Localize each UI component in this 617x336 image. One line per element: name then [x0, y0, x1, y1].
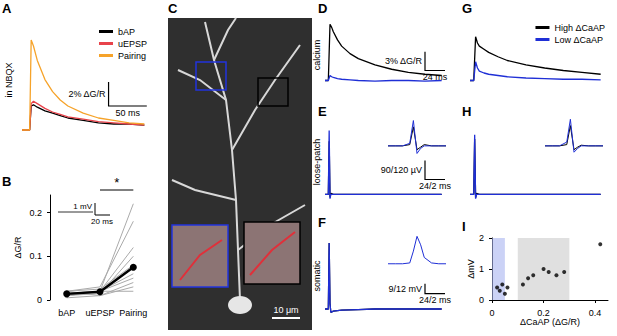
- svg-text:2% ΔG/R: 2% ΔG/R: [69, 89, 107, 99]
- svg-text:3% ΔG/R: 3% ΔG/R: [385, 56, 423, 66]
- svg-text:High ΔCaAP: High ΔCaAP: [554, 23, 605, 33]
- svg-text:bAP: bAP: [58, 308, 75, 318]
- svg-text:1: 1: [479, 264, 484, 274]
- svg-text:0: 0: [489, 308, 494, 318]
- svg-text:24/2 ms: 24/2 ms: [419, 181, 452, 191]
- svg-text:24 ms: 24 ms: [423, 72, 448, 82]
- svg-text:1 mV: 1 mV: [73, 202, 92, 211]
- svg-text:uEPSP: uEPSP: [85, 308, 114, 318]
- svg-text:calcium: calcium: [312, 40, 322, 71]
- svg-text:loose-patch: loose-patch: [312, 139, 322, 186]
- svg-text:0.4: 0.4: [589, 308, 602, 318]
- svg-text:I: I: [462, 219, 466, 234]
- svg-text:0.2: 0.2: [29, 208, 42, 218]
- svg-text:D: D: [318, 1, 327, 16]
- svg-text:0: 0: [37, 295, 42, 305]
- svg-text:uEPSP: uEPSP: [118, 39, 147, 49]
- svg-text:50 ms: 50 ms: [115, 108, 140, 118]
- svg-text:Pairing: Pairing: [119, 308, 147, 318]
- svg-text:C: C: [168, 1, 178, 16]
- svg-text:F: F: [318, 215, 326, 230]
- svg-text:in NBQX: in NBQX: [4, 62, 14, 97]
- svg-text:0.1: 0.1: [29, 251, 42, 261]
- svg-text:20 ms: 20 ms: [91, 217, 113, 226]
- svg-text:somatic: somatic: [312, 260, 322, 292]
- svg-text:90/120 µV: 90/120 µV: [381, 165, 422, 175]
- svg-text:E: E: [318, 104, 327, 119]
- svg-text:ΔmV: ΔmV: [466, 259, 476, 279]
- svg-text:ΔCaAP (ΔG/R): ΔCaAP (ΔG/R): [520, 317, 580, 327]
- svg-text:bAP: bAP: [118, 27, 135, 37]
- svg-text:*: *: [114, 175, 119, 190]
- svg-text:A: A: [2, 1, 12, 16]
- svg-text:2: 2: [479, 233, 484, 243]
- svg-text:H: H: [462, 104, 471, 119]
- svg-text:ΔG/R: ΔG/R: [13, 236, 23, 259]
- svg-text:B: B: [2, 174, 11, 189]
- svg-text:24/2 ms: 24/2 ms: [419, 295, 452, 305]
- svg-text:10 μm: 10 μm: [273, 305, 298, 315]
- svg-text:9/12 mV: 9/12 mV: [388, 284, 422, 294]
- svg-text:Low ΔCaAP: Low ΔCaAP: [554, 35, 603, 45]
- svg-text:Pairing: Pairing: [118, 51, 146, 61]
- svg-text:0.2: 0.2: [537, 308, 550, 318]
- svg-text:G: G: [462, 1, 472, 16]
- svg-text:0: 0: [479, 295, 484, 305]
